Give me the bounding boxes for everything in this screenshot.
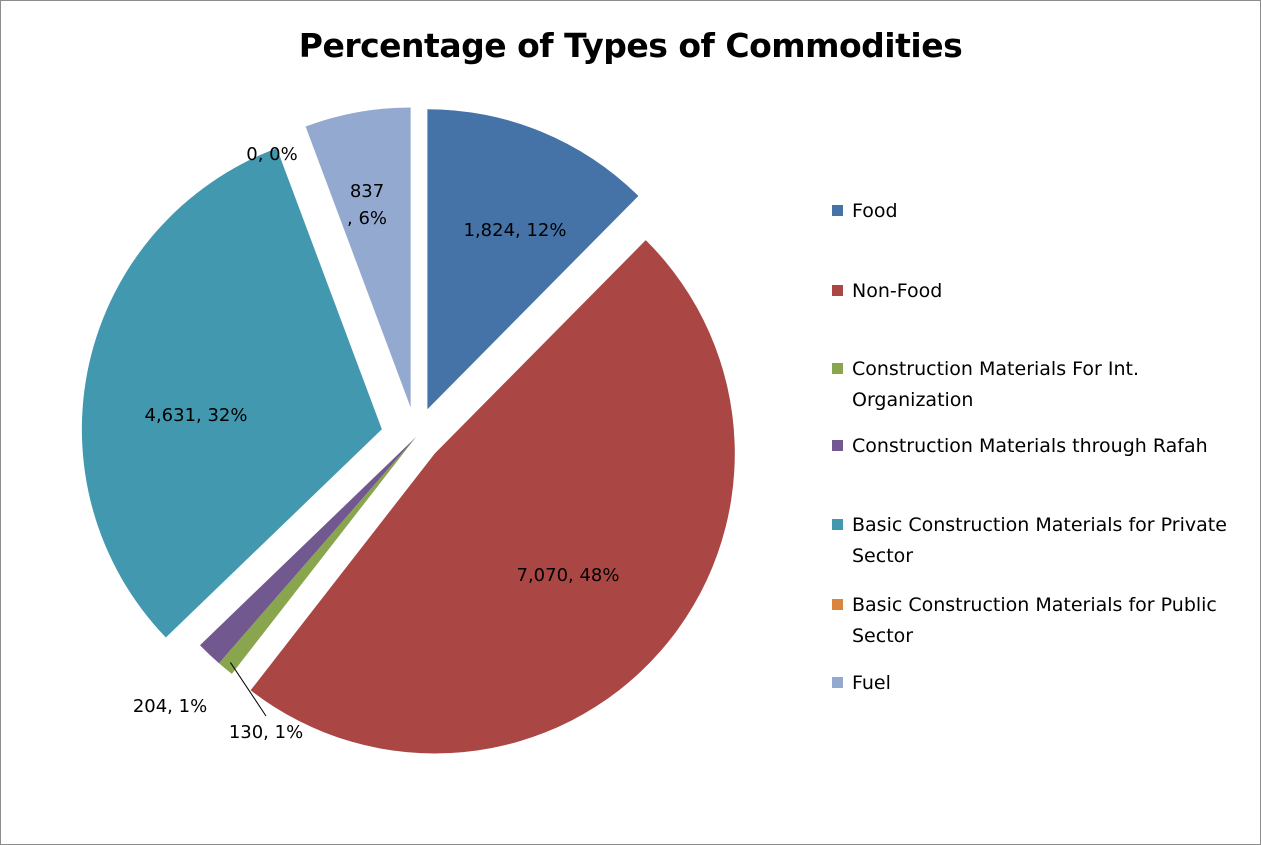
pie-slice-construction-materials-through-rafah bbox=[200, 437, 416, 664]
legend-swatch bbox=[832, 599, 843, 610]
leader-line-construction-materials-for-int-organization bbox=[229, 662, 267, 717]
data-label-non-food: 7,070, 48% bbox=[517, 565, 620, 586]
data-label-fuel: 837, 6% bbox=[347, 181, 387, 229]
legend-swatch bbox=[832, 285, 843, 296]
data-label-food: 1,824, 12% bbox=[464, 220, 567, 241]
pie-slice-fuel bbox=[305, 107, 411, 408]
data-label-basic-construction-materials-for-private-sector: 4,631, 32% bbox=[145, 405, 248, 426]
pie-slice-construction-materials-for-int-organization bbox=[218, 437, 416, 674]
chart-title: Percentage of Types of Commodities bbox=[298, 26, 963, 65]
data-label-construction-materials-through-rafah: 204, 1% bbox=[133, 696, 207, 717]
pie-slice-non-food bbox=[250, 240, 735, 754]
legend-label: Construction Materials through Rafah bbox=[852, 435, 1208, 457]
legend-swatch bbox=[832, 677, 843, 688]
legend-label: Basic Construction Materials for Private… bbox=[852, 514, 1227, 567]
legend-label: Basic Construction Materials for Public … bbox=[852, 594, 1217, 647]
data-label-construction-materials-for-int-organization: 130, 1% bbox=[229, 722, 303, 743]
legend-label: Construction Materials For Int. Organiza… bbox=[852, 358, 1140, 411]
legend-swatch bbox=[832, 363, 843, 374]
legend-swatch bbox=[832, 440, 843, 451]
legend-label: Food bbox=[852, 200, 898, 222]
legend-label: Fuel bbox=[852, 672, 891, 694]
legend-label: Non-Food bbox=[852, 280, 943, 302]
legend-swatch bbox=[832, 519, 843, 530]
pie-slice-food bbox=[427, 109, 639, 410]
data-label-basic-construction-materials-for-public-sector: 0, 0% bbox=[246, 144, 297, 165]
legend-swatch bbox=[832, 205, 843, 216]
pie-slice-basic-construction-materials-for-private-sector bbox=[81, 148, 382, 638]
